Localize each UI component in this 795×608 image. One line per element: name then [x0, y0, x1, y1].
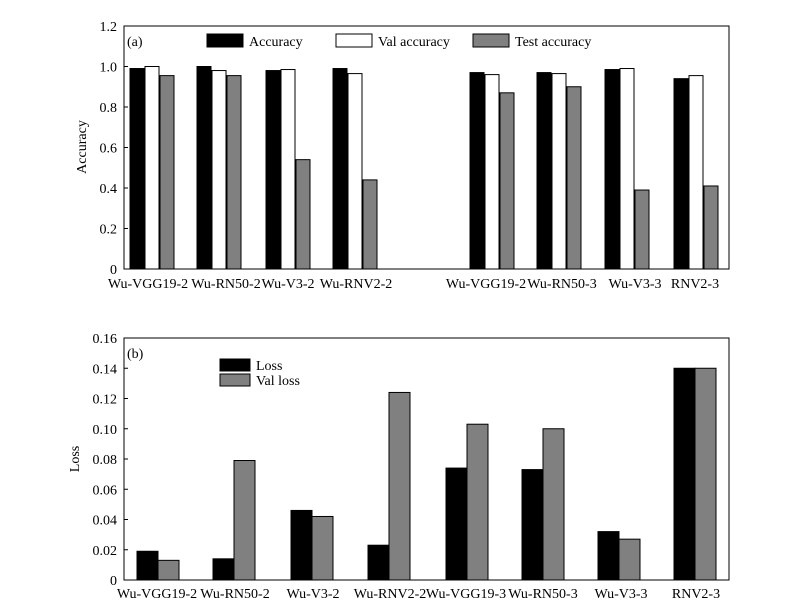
loss-x-tick-label: RNV2-3 — [672, 587, 720, 602]
loss-x-tick-label: Wu-V3-2 — [286, 587, 339, 602]
loss-x-tick-label: Wu-RN50-2 — [200, 587, 269, 602]
accuracy-y-tick-label: 0.4 — [100, 182, 118, 197]
accuracy-bar-test-accuracy-8 — [703, 185, 719, 270]
loss-y-axis-label: Loss — [68, 446, 83, 472]
loss-bars — [136, 367, 717, 581]
accuracy-bar-val-accuracy-2 — [211, 70, 227, 270]
loss-bar-loss-8 — [673, 367, 696, 581]
accuracy-bar-val-accuracy-4 — [347, 73, 363, 270]
accuracy-bar-test-accuracy-4 — [362, 179, 378, 270]
loss-chart: (b) Loss 0 0.02 0.04 0.06 0.08 0.10 0.12 0.14 0.… — [68, 332, 730, 602]
accuracy-y-ticks: 0 0.2 0.4 0.6 0.8 1.0 1.2 — [100, 20, 128, 278]
loss-y-tick-label: 0.02 — [93, 544, 118, 559]
accuracy-x-tick-label: Wu-V3-3 — [608, 277, 661, 292]
loss-x-tick-labels: Wu-VGG19-2 Wu-RN50-2 Wu-V3-2 Wu-RNV2-2 Wu-VG… — [117, 587, 720, 602]
loss-bar-val-loss-6 — [542, 428, 565, 581]
loss-y-tick-label: 0 — [110, 574, 117, 589]
accuracy-bar-val-accuracy-6 — [551, 73, 567, 270]
accuracy-bar-val-accuracy-5 — [484, 74, 500, 270]
loss-x-tick-label: Wu-VGG19-2 — [117, 587, 197, 602]
loss-x-tick-label: Wu-RNV2-2 — [354, 587, 427, 602]
loss-legend-swatch-val-loss — [219, 373, 251, 387]
accuracy-bar-test-accuracy-2 — [226, 75, 242, 270]
accuracy-x-tick-label: Wu-V3-2 — [261, 277, 314, 292]
loss-y-tick-label: 0.10 — [93, 423, 118, 438]
accuracy-x-tick-label: Wu-RN50-3 — [527, 277, 596, 292]
loss-bar-loss-6 — [521, 469, 544, 581]
loss-x-tick-label: Wu-RN50-3 — [508, 587, 577, 602]
accuracy-legend-label-accuracy: Accuracy — [249, 35, 303, 50]
accuracy-bar-accuracy-6 — [536, 72, 552, 270]
accuracy-bar-test-accuracy-1 — [159, 75, 175, 270]
accuracy-y-tick-label: 0.8 — [100, 101, 118, 116]
accuracy-legend-label-val-accuracy: Val accuracy — [378, 35, 450, 50]
accuracy-x-tick-label: Wu-VGG19-2 — [108, 277, 188, 292]
accuracy-y-tick-label: 0.2 — [100, 223, 118, 238]
accuracy-chart: (a) Accuracy 0 0.2 0.4 0.6 0.8 1.0 1.2 Wu-VGG1… — [75, 20, 730, 292]
loss-bar-val-loss-1 — [157, 559, 180, 581]
accuracy-x-tick-label: Wu-RNV2-2 — [320, 277, 393, 292]
accuracy-x-tick-label: Wu-VGG19-2 — [446, 277, 526, 292]
loss-y-tick-label: 0.12 — [93, 393, 118, 408]
loss-y-tick-label: 0.14 — [93, 362, 118, 377]
accuracy-y-tick-label: 0 — [110, 263, 117, 278]
loss-bar-loss-2 — [212, 558, 235, 581]
accuracy-bar-accuracy-7 — [604, 69, 620, 270]
accuracy-y-tick-label: 0.6 — [100, 142, 118, 157]
loss-legend-label-val-loss: Val loss — [256, 374, 300, 389]
loss-bar-val-loss-2 — [233, 460, 256, 581]
accuracy-bar-accuracy-1 — [129, 68, 145, 270]
accuracy-bar-accuracy-3 — [265, 70, 281, 270]
loss-bar-loss-7 — [597, 531, 620, 581]
loss-bar-val-loss-4 — [388, 391, 411, 581]
loss-bar-loss-5 — [445, 467, 468, 581]
loss-x-tick-label: Wu-V3-3 — [594, 587, 647, 602]
loss-y-tick-label: 0.08 — [93, 453, 118, 468]
accuracy-x-tick-labels: Wu-VGG19-2 Wu-RN50-2 Wu-V3-2 Wu-RNV2-2 Wu-VG… — [108, 277, 719, 292]
accuracy-legend-label-test-accuracy: Test accuracy — [515, 35, 591, 50]
loss-bar-loss-1 — [136, 550, 159, 581]
accuracy-legend: Accuracy Val accuracy Test accuracy — [206, 33, 591, 50]
accuracy-x-tick-label: Wu-RN50-2 — [191, 277, 260, 292]
loss-bar-loss-4 — [367, 544, 390, 581]
loss-y-tick-label: 0.16 — [93, 332, 118, 347]
loss-panel-label: (b) — [127, 347, 144, 362]
loss-bar-val-loss-5 — [466, 423, 489, 581]
accuracy-bar-accuracy-4 — [332, 68, 348, 270]
accuracy-bar-val-accuracy-3 — [280, 69, 296, 270]
accuracy-legend-swatch-accuracy — [206, 33, 244, 48]
loss-y-tick-label: 0.06 — [93, 483, 118, 498]
accuracy-legend-swatch-test-accuracy — [472, 33, 510, 48]
accuracy-bar-test-accuracy-3 — [295, 159, 311, 270]
accuracy-bar-val-accuracy-8 — [688, 75, 704, 270]
loss-y-tick-label: 0.04 — [93, 514, 118, 529]
accuracy-panel-label: (a) — [127, 35, 143, 50]
accuracy-bar-accuracy-5 — [469, 72, 485, 270]
loss-legend-swatch-loss — [219, 358, 251, 372]
accuracy-bar-test-accuracy-6 — [566, 86, 582, 270]
accuracy-bar-accuracy-8 — [673, 78, 689, 270]
accuracy-bar-test-accuracy-5 — [499, 92, 515, 270]
accuracy-legend-swatch-val-accuracy — [335, 33, 373, 48]
accuracy-y-tick-label: 1.0 — [100, 61, 118, 76]
loss-x-tick-label: Wu-VGG19-3 — [426, 587, 506, 602]
loss-bar-val-loss-7 — [618, 538, 641, 581]
accuracy-x-tick-label: RNV2-3 — [671, 277, 719, 292]
accuracy-bar-accuracy-2 — [196, 66, 212, 270]
loss-bar-val-loss-3 — [311, 515, 334, 581]
accuracy-bar-val-accuracy-1 — [144, 66, 160, 270]
accuracy-bar-test-accuracy-7 — [634, 189, 650, 270]
accuracy-bars — [129, 66, 719, 270]
accuracy-y-axis-label: Accuracy — [75, 120, 90, 174]
loss-y-ticks: 0 0.02 0.04 0.06 0.08 0.10 0.12 0.14 0.16 — [93, 332, 128, 589]
accuracy-y-tick-label: 1.2 — [100, 20, 118, 35]
accuracy-bar-val-accuracy-7 — [619, 68, 635, 270]
loss-bar-loss-3 — [290, 509, 313, 581]
loss-bar-val-loss-8 — [694, 367, 717, 581]
loss-legend-label-loss: Loss — [256, 359, 282, 374]
